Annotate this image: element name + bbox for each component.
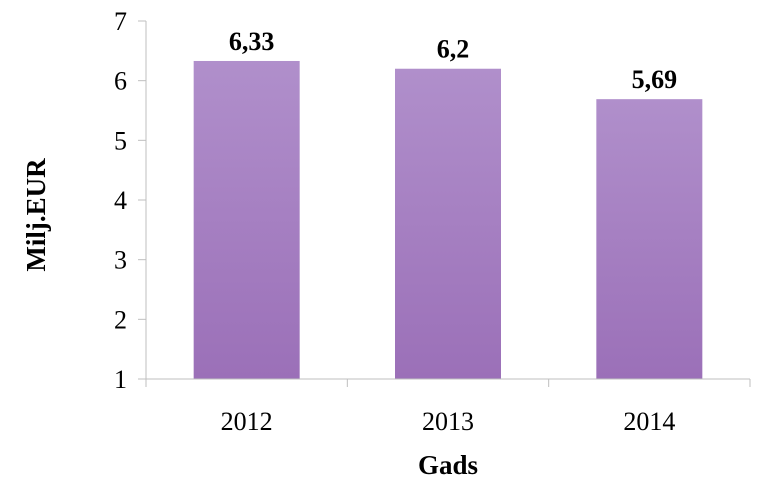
x-tick-label: 2013 [422,407,474,436]
y-tick-label: 7 [114,7,127,36]
y-tick-label: 4 [114,186,127,215]
bar-2014 [596,99,703,379]
data-label-2014: 5,69 [632,65,678,94]
y-axis-title: Milj.EUR [21,158,51,272]
y-tick-label: 3 [114,246,127,275]
y-tick-label: 1 [114,365,127,394]
x-tick-label: 2014 [623,407,675,436]
bar-2013 [395,68,501,379]
data-label-2013: 6,2 [437,35,470,64]
y-tick-label: 2 [114,305,127,334]
x-ticks: 2012 2013 2014 [145,379,751,436]
data-label-2012: 6,33 [229,27,275,56]
x-tick-label: 2012 [221,407,273,436]
x-axis-title: Gads [418,450,478,480]
bars-layer [193,60,703,380]
data-labels: 6,33 6,2 5,69 [229,27,677,94]
y-tick-label: 6 [114,67,127,96]
y-ticks: 1 2 3 4 5 6 7 [114,7,146,394]
y-tick-label: 5 [114,126,127,155]
bar-2012 [193,60,300,380]
